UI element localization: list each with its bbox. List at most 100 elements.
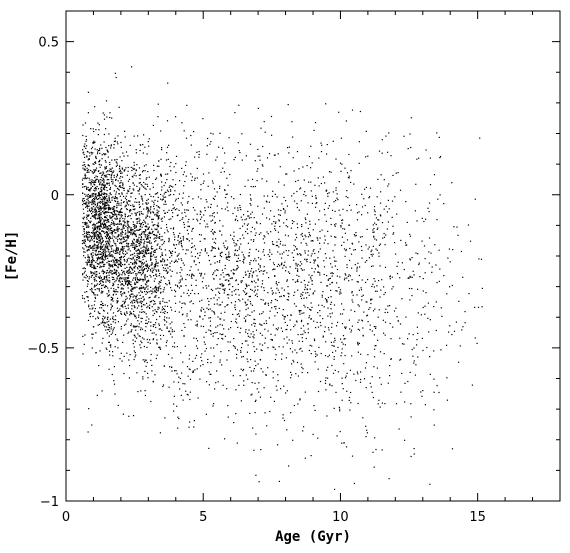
data-point — [150, 206, 152, 208]
data-point — [129, 283, 131, 285]
data-point — [248, 329, 250, 331]
data-point — [197, 269, 199, 271]
data-point — [146, 183, 148, 185]
data-point — [471, 384, 473, 386]
data-point — [109, 207, 111, 209]
data-point — [130, 302, 132, 304]
data-point — [458, 361, 460, 363]
data-point — [424, 404, 426, 406]
data-point — [96, 178, 98, 180]
data-point — [222, 147, 224, 149]
data-point — [113, 144, 115, 146]
data-point — [307, 323, 309, 325]
data-point — [374, 222, 376, 224]
data-point — [284, 321, 286, 324]
data-point — [91, 291, 93, 293]
data-point — [101, 183, 103, 185]
data-point — [108, 221, 110, 223]
data-point — [399, 323, 402, 325]
data-point — [113, 268, 115, 270]
data-point — [108, 205, 110, 207]
data-point — [334, 244, 336, 246]
data-point — [90, 271, 92, 273]
data-point — [92, 181, 94, 184]
data-point — [203, 336, 205, 338]
data-point — [90, 169, 92, 172]
data-point — [181, 279, 183, 281]
data-point — [98, 253, 100, 255]
data-point — [366, 315, 368, 317]
data-point — [133, 261, 135, 264]
data-point — [104, 249, 107, 251]
data-point — [220, 274, 222, 276]
data-point — [257, 363, 259, 365]
data-point — [127, 216, 129, 218]
data-point — [91, 275, 93, 277]
data-point — [384, 266, 387, 268]
data-point — [422, 349, 424, 352]
data-point — [161, 329, 163, 331]
data-point — [191, 179, 193, 182]
data-point — [178, 193, 180, 195]
data-point — [127, 272, 129, 275]
data-point — [104, 286, 106, 288]
data-point — [136, 229, 138, 231]
data-point — [94, 148, 96, 150]
data-point — [236, 265, 238, 267]
data-point — [147, 241, 149, 243]
data-point — [158, 217, 160, 219]
data-point — [104, 176, 106, 178]
data-point — [100, 262, 102, 264]
data-point — [103, 199, 105, 201]
data-point — [319, 274, 321, 276]
data-point — [196, 368, 198, 370]
data-point — [255, 474, 257, 476]
data-point — [117, 210, 119, 213]
data-point — [107, 228, 109, 230]
data-point — [90, 237, 93, 239]
data-point — [115, 248, 117, 250]
data-point — [288, 152, 290, 154]
data-point — [129, 267, 131, 269]
data-point — [127, 189, 129, 191]
data-point — [147, 305, 149, 307]
data-point — [157, 306, 159, 308]
data-point — [146, 306, 148, 309]
data-point — [213, 188, 216, 190]
data-point — [318, 157, 320, 159]
data-point — [99, 265, 101, 267]
data-point — [305, 337, 307, 340]
data-point — [254, 323, 256, 325]
data-point — [87, 151, 89, 153]
data-point — [220, 304, 222, 306]
data-point — [265, 320, 267, 322]
data-point — [142, 203, 144, 205]
data-point — [109, 236, 111, 238]
data-point — [129, 215, 131, 217]
data-point — [182, 383, 184, 385]
data-point — [133, 266, 135, 268]
data-point — [381, 402, 383, 404]
data-point — [245, 273, 247, 275]
data-point — [102, 230, 104, 232]
data-point — [132, 325, 134, 327]
data-point — [115, 243, 117, 245]
data-point — [110, 328, 112, 330]
data-point — [332, 140, 334, 142]
data-point — [294, 239, 296, 241]
data-point — [247, 335, 249, 337]
data-point — [142, 278, 144, 281]
data-point — [263, 254, 265, 256]
data-point — [329, 283, 331, 285]
data-point — [87, 196, 89, 198]
data-point — [150, 270, 152, 272]
data-point — [134, 248, 136, 250]
data-point — [120, 259, 122, 261]
data-point — [300, 187, 302, 189]
data-point — [474, 337, 476, 339]
data-point — [116, 249, 118, 251]
data-point — [146, 276, 148, 278]
data-point — [96, 247, 98, 249]
data-point — [140, 236, 142, 238]
data-point — [153, 164, 155, 166]
